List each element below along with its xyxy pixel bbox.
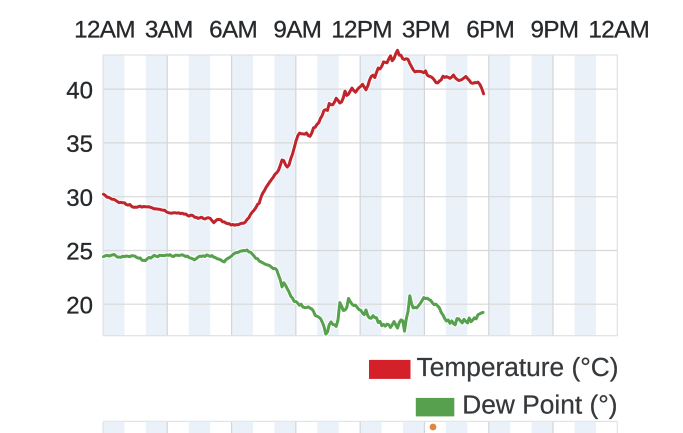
svg-text:3AM: 3AM	[145, 17, 193, 44]
svg-text:35: 35	[66, 131, 93, 158]
svg-text:Dew Point (°): Dew Point (°)	[462, 390, 617, 420]
svg-text:12AM: 12AM	[588, 17, 649, 44]
svg-text:3PM: 3PM	[402, 17, 450, 44]
svg-text:9AM: 9AM	[273, 17, 321, 44]
svg-text:Temperature (°C): Temperature (°C)	[417, 352, 619, 382]
svg-text:12PM: 12PM	[331, 17, 392, 44]
svg-text:9PM: 9PM	[531, 17, 579, 44]
svg-text:30: 30	[66, 185, 93, 212]
svg-text:6AM: 6AM	[209, 17, 257, 44]
svg-text:6PM: 6PM	[466, 17, 514, 44]
svg-text:40: 40	[66, 77, 93, 104]
svg-text:12AM: 12AM	[74, 17, 135, 44]
svg-text:20: 20	[66, 292, 93, 319]
svg-text:25: 25	[66, 239, 93, 266]
